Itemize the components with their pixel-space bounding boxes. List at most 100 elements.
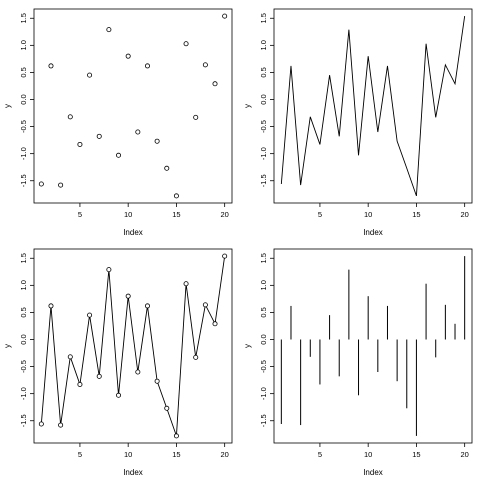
y-tick-label: 1.0 (259, 280, 268, 290)
y-tick-label: -1.5 (259, 414, 268, 427)
x-tick-label: 15 (412, 210, 420, 219)
data-point (96, 373, 102, 379)
plot-frame (33, 248, 233, 444)
x-tick-label: 10 (364, 450, 372, 459)
x-tick-label: 10 (364, 210, 372, 219)
data-point (67, 354, 73, 360)
data-point (193, 114, 199, 120)
y-tick-label: -1.5 (19, 414, 28, 427)
y-tick-label: 1.5 (259, 13, 268, 23)
series-line (280, 16, 466, 197)
y-tick-label: 0.0 (259, 94, 268, 104)
x-tick-label: 15 (172, 450, 180, 459)
y-tick-label: 0.5 (19, 307, 28, 317)
data-point (125, 53, 131, 59)
x-axis-label: Index (363, 468, 383, 477)
data-point (125, 293, 131, 299)
data-point (173, 193, 179, 199)
y-tick-label: -1.5 (259, 174, 268, 187)
y-tick-label: -1.0 (259, 147, 268, 160)
data-point (77, 381, 83, 387)
data-point (58, 422, 64, 428)
x-axis-label: Index (123, 468, 143, 477)
x-tick-label: 15 (172, 210, 180, 219)
x-tick-label: 20 (220, 450, 228, 459)
panel-4: 5 10 15 20 -1.5 -1.0 -0.5 0.0 0.5 1.0 1.5 Index y (243, 248, 473, 477)
y-tick-label: -1.0 (19, 147, 28, 160)
data-point (183, 281, 189, 287)
data-point (144, 63, 150, 69)
data-point (202, 302, 208, 308)
data-point (183, 41, 189, 47)
plot-frame (273, 248, 473, 444)
y-tick-label: 0.0 (259, 334, 268, 344)
data-point (87, 312, 93, 318)
x-tick-label: 20 (460, 450, 468, 459)
panel-3: 5 10 15 20 -1.5 -1.0 -0.5 0.0 0.5 1.0 1.5 Index y (3, 248, 233, 477)
y-tick-label: 1.0 (259, 40, 268, 50)
x-tick-label: 5 (318, 210, 322, 219)
y-tick-label: 1.5 (19, 253, 28, 263)
data-point (48, 63, 54, 69)
x-tick-label: 15 (412, 450, 420, 459)
x-tick-label: 10 (124, 210, 132, 219)
x-axis-label: Index (123, 228, 143, 237)
y-tick-label: -1.5 (19, 174, 28, 187)
data-point (87, 72, 93, 78)
x-tick-label: 5 (318, 450, 322, 459)
data-point (135, 369, 141, 375)
x-tick-label: 10 (124, 450, 132, 459)
x-tick-label: 20 (220, 210, 228, 219)
y-tick-label: -0.5 (259, 360, 268, 373)
series-line (40, 256, 226, 437)
x-tick-label: 5 (78, 450, 82, 459)
y-tick-label: 0.0 (19, 334, 28, 344)
y-axis-label: y (243, 344, 252, 348)
panel-1: 5 10 15 20 -1.5 -1.0 -0.5 0.0 0.5 1.0 1.5 Index y (3, 8, 233, 237)
data-point (96, 133, 102, 139)
y-tick-label: -1.0 (19, 387, 28, 400)
panel-2: 5 10 15 20 -1.5 -1.0 -0.5 0.0 0.5 1.0 1.5 Index y (243, 8, 473, 237)
data-point (222, 253, 228, 259)
data-point (154, 378, 160, 384)
x-axis-label: Index (363, 228, 383, 237)
data-point (38, 181, 44, 187)
data-point (38, 421, 44, 427)
data-point (48, 303, 54, 309)
y-tick-label: 1.0 (19, 40, 28, 50)
y-axis-label: y (243, 104, 252, 108)
y-tick-label: 0.0 (19, 94, 28, 104)
data-point (202, 62, 208, 68)
x-tick-label: 5 (78, 210, 82, 219)
data-point (106, 267, 112, 273)
data-point (212, 81, 218, 87)
y-axis-label: y (3, 104, 12, 108)
x-tick-label: 20 (460, 210, 468, 219)
y-tick-label: 0.5 (259, 307, 268, 317)
data-point (116, 152, 122, 158)
data-point (164, 405, 170, 411)
y-tick-label: 1.5 (19, 13, 28, 23)
y-tick-label: 1.5 (259, 253, 268, 263)
y-axis-label: y (3, 344, 12, 348)
data-point (106, 27, 112, 33)
data-point (222, 13, 228, 19)
data-point (144, 303, 150, 309)
data-point (173, 433, 179, 439)
y-tick-label: 0.5 (259, 67, 268, 77)
data-point (116, 392, 122, 398)
data-point (154, 138, 160, 144)
y-tick-label: -0.5 (259, 120, 268, 133)
plot-frame (273, 8, 473, 204)
data-point (193, 354, 199, 360)
data-point (58, 182, 64, 188)
data-point (135, 129, 141, 135)
y-tick-label: -0.5 (19, 120, 28, 133)
y-tick-label: 0.5 (19, 67, 28, 77)
data-point (164, 165, 170, 171)
y-tick-label: -1.0 (259, 387, 268, 400)
y-tick-label: -0.5 (19, 360, 28, 373)
data-point (77, 141, 83, 147)
data-point (67, 114, 73, 120)
